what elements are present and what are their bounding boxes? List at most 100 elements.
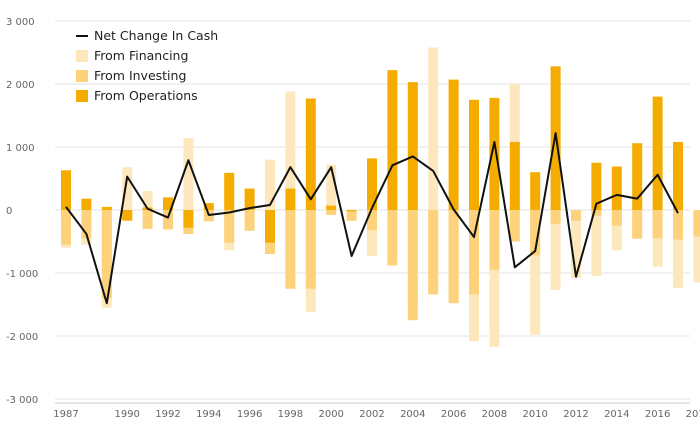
- investing-bar: [244, 210, 255, 231]
- investing-bar: [693, 210, 700, 237]
- investing-bar: [571, 210, 581, 221]
- financing-bar: [265, 159, 275, 210]
- x-tick-label: 1992: [155, 409, 180, 420]
- operations-bar: [652, 96, 663, 210]
- legend-label-financing: From Financing: [94, 48, 188, 63]
- investing-bar: [489, 210, 500, 270]
- operations-bar: [509, 141, 520, 210]
- investing-bar: [142, 210, 153, 229]
- investing-bar: [530, 210, 541, 256]
- operations-bar: [224, 172, 235, 210]
- financing-bar: [122, 167, 133, 210]
- operations-bar: [285, 188, 296, 210]
- investing-bar: [509, 210, 520, 242]
- net-change-line-layer: [65, 132, 679, 305]
- financing-bar: [611, 210, 622, 251]
- legend-label-investing: From Investing: [94, 68, 186, 83]
- grid-lines: [55, 20, 690, 400]
- investing-bar: [550, 210, 561, 224]
- operations-bar: [326, 205, 337, 210]
- investing-bar: [673, 210, 683, 240]
- operations-bar: [673, 141, 683, 210]
- x-tick-label: 1998: [278, 409, 303, 420]
- investing-bar: [346, 210, 357, 221]
- operations-bar: [203, 203, 214, 210]
- operations-bar: [346, 210, 357, 212]
- legend-label-net-change: Net Change In Cash: [94, 28, 218, 43]
- investing-bar: [326, 210, 337, 216]
- legend-swatch-investing: [76, 70, 88, 82]
- investing-bar: [387, 210, 398, 266]
- investing-bar: [428, 210, 439, 295]
- y-tick-label: 0: [6, 206, 12, 217]
- operations-bar: [61, 170, 71, 210]
- operations-bar: [183, 210, 194, 228]
- financing-bar: [326, 164, 337, 210]
- net-change-line: [65, 132, 679, 305]
- financing-bar: [285, 91, 296, 210]
- investing-bar: [81, 210, 92, 239]
- investing-bar: [101, 210, 112, 299]
- x-tick-label: 2016: [645, 409, 670, 420]
- x-tick-label: 2010: [522, 409, 547, 420]
- operations-bar: [611, 166, 622, 210]
- y-tick-label: 2 000: [6, 80, 35, 91]
- legend-swatch-operations: [76, 90, 88, 102]
- investing-bar: [652, 210, 663, 239]
- investing-bar: [305, 210, 316, 289]
- x-tick-label: 2006: [441, 409, 466, 420]
- x-tick-label: 2018: [686, 409, 700, 420]
- operations-bar: [81, 198, 92, 210]
- legend-label-operations: From Operations: [94, 88, 198, 103]
- axes: -3 000 -2 000 -1 000 0 1 000 2 000 3 000 1987 19…: [6, 17, 700, 420]
- x-tick-label: 1996: [237, 409, 262, 420]
- y-tick-label: 1 000: [6, 143, 35, 154]
- x-tick-label: 2014: [604, 409, 629, 420]
- financing-bar: [591, 210, 602, 277]
- y-tick-label: -3 000: [6, 395, 38, 406]
- financing-bar: [367, 210, 377, 256]
- investing-bar: [61, 210, 71, 245]
- financing-bar: [673, 210, 683, 289]
- x-tick-label: 1987: [53, 409, 78, 420]
- x-tick-label: 2004: [400, 409, 425, 420]
- operations-bar: [101, 206, 112, 210]
- operations-bar: [469, 99, 479, 210]
- operations-bar: [305, 98, 316, 210]
- investing-bar: [469, 210, 479, 295]
- financing-bar: [142, 191, 153, 210]
- operations-bar: [632, 143, 643, 210]
- x-tick-label: 1990: [114, 409, 139, 420]
- operations-bar: [407, 82, 418, 210]
- financing-bar: [530, 210, 541, 335]
- investing-bar: [224, 210, 235, 243]
- x-tick-label: 2008: [482, 409, 507, 420]
- financing-bar: [428, 47, 439, 211]
- investing-bar: [163, 210, 173, 229]
- x-tick-label: 2000: [318, 409, 343, 420]
- investing-bar: [448, 210, 459, 304]
- financing-bar: [550, 210, 561, 291]
- x-tick-label: 1994: [196, 409, 221, 420]
- y-tick-label: 3 000: [6, 17, 35, 28]
- financing-bar: [183, 138, 194, 210]
- operations-bar: [489, 97, 500, 210]
- financing-bar: [489, 210, 500, 347]
- operations-bar: [448, 79, 459, 210]
- y-tick-label: -1 000: [6, 269, 38, 280]
- operations-bar: [163, 197, 173, 210]
- investing-bar: [591, 210, 602, 216]
- operations-bar: [265, 210, 275, 243]
- legend-swatch-financing: [76, 50, 88, 62]
- operations-bar: [244, 188, 255, 210]
- x-tick-label: 2002: [359, 409, 384, 420]
- financing-bar: [693, 210, 700, 283]
- investing-bar: [285, 210, 296, 289]
- investing-bar: [407, 210, 418, 321]
- operations-bar: [387, 70, 398, 210]
- legend: Net Change In Cash From Financing From I…: [76, 28, 218, 103]
- investing-bar: [367, 210, 377, 231]
- investing-bar: [611, 210, 622, 226]
- operations-bar: [530, 172, 541, 210]
